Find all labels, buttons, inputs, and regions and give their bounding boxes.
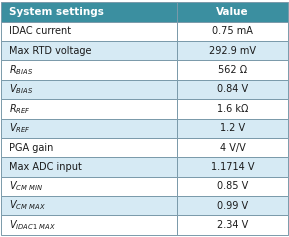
- Bar: [1, 99, 177, 118]
- Text: 562 Ω: 562 Ω: [218, 65, 247, 75]
- Text: 0.84 V: 0.84 V: [217, 84, 248, 95]
- Bar: [1, 22, 177, 41]
- Bar: [1, 60, 177, 80]
- Bar: [1, 177, 177, 196]
- Text: $V_{IDAC1\ MAX}$: $V_{IDAC1\ MAX}$: [9, 218, 56, 232]
- Text: 4 V/V: 4 V/V: [220, 142, 245, 153]
- Bar: [177, 118, 288, 138]
- Text: 1.2 V: 1.2 V: [220, 123, 245, 133]
- Bar: [1, 157, 177, 177]
- Text: 0.99 V: 0.99 V: [217, 201, 248, 211]
- Bar: [1, 196, 177, 215]
- Bar: [177, 196, 288, 215]
- Text: Max ADC input: Max ADC input: [9, 162, 81, 172]
- Bar: [177, 2, 288, 22]
- Text: 1.6 kΩ: 1.6 kΩ: [217, 104, 248, 114]
- Bar: [177, 157, 288, 177]
- Bar: [177, 80, 288, 99]
- Bar: [177, 60, 288, 80]
- Bar: [177, 22, 288, 41]
- Text: IDAC current: IDAC current: [9, 26, 71, 36]
- Bar: [1, 215, 177, 235]
- Text: Max RTD voltage: Max RTD voltage: [9, 46, 91, 56]
- Bar: [1, 138, 177, 157]
- Bar: [177, 177, 288, 196]
- Text: 1.1714 V: 1.1714 V: [211, 162, 254, 172]
- Text: $R_{BIAS}$: $R_{BIAS}$: [9, 63, 33, 77]
- Text: $R_{REF}$: $R_{REF}$: [9, 102, 30, 116]
- Bar: [1, 80, 177, 99]
- Bar: [177, 41, 288, 60]
- Text: PGA gain: PGA gain: [9, 142, 53, 153]
- Text: $V_{CM\ MAX}$: $V_{CM\ MAX}$: [9, 199, 45, 213]
- Bar: [1, 118, 177, 138]
- Bar: [177, 99, 288, 118]
- Text: 0.85 V: 0.85 V: [217, 181, 248, 191]
- Bar: [1, 41, 177, 60]
- Text: Value: Value: [216, 7, 249, 17]
- Text: $V_{CM\ MIN}$: $V_{CM\ MIN}$: [9, 179, 43, 193]
- Text: 2.34 V: 2.34 V: [217, 220, 248, 230]
- Text: $V_{REF}$: $V_{REF}$: [9, 121, 30, 135]
- Text: 0.75 mA: 0.75 mA: [212, 26, 253, 36]
- Bar: [1, 2, 177, 22]
- Text: 292.9 mV: 292.9 mV: [209, 46, 256, 56]
- Bar: [177, 215, 288, 235]
- Text: System settings: System settings: [9, 7, 103, 17]
- Text: $V_{BIAS}$: $V_{BIAS}$: [9, 82, 33, 96]
- Bar: [177, 138, 288, 157]
